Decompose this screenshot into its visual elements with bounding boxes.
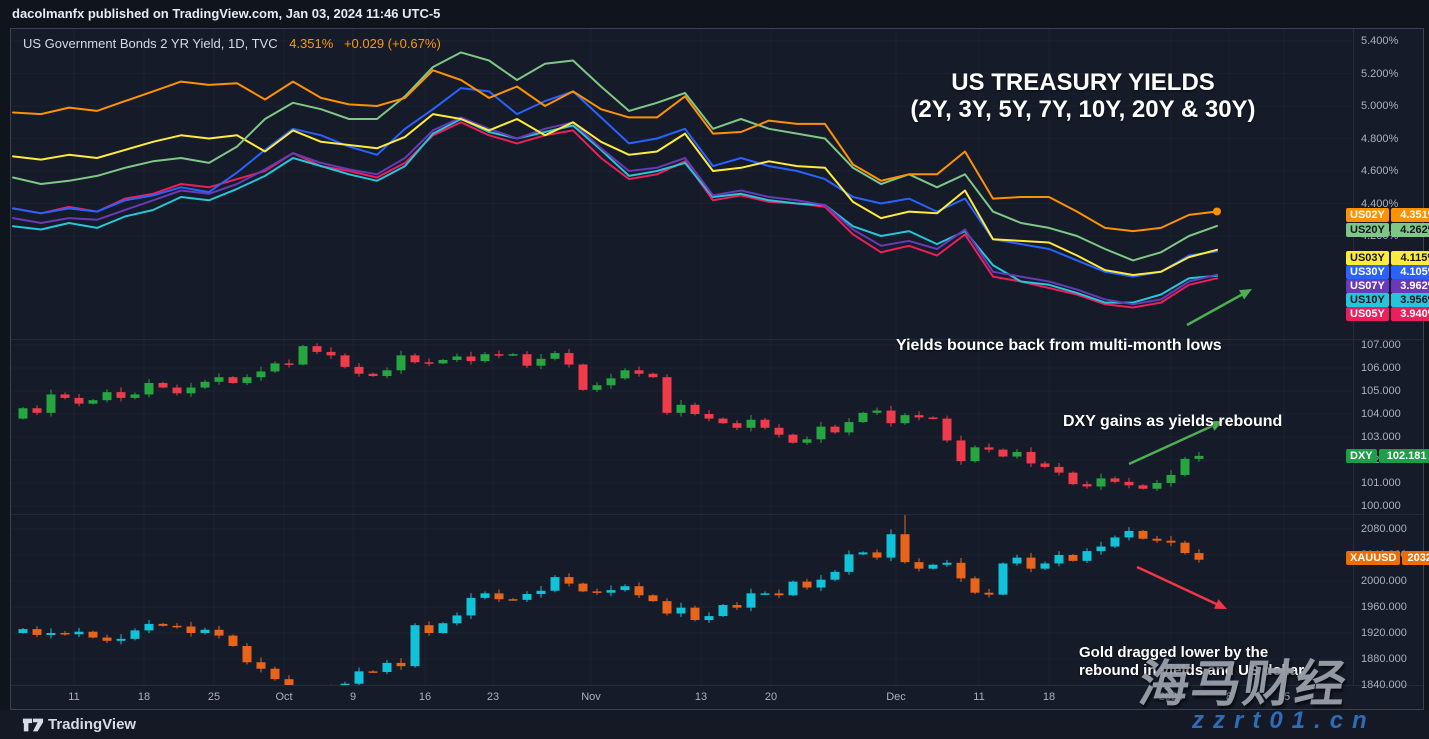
time-axis-separator[interactable]: [11, 685, 1423, 686]
time-tick: Dec: [886, 691, 906, 703]
time-tick: 8: [1225, 691, 1233, 703]
yields-title-line1: US TREASURY YIELDS: [951, 69, 1215, 96]
price-tick: 104.000: [1361, 408, 1401, 420]
price-tick: 1920.000: [1361, 627, 1407, 639]
price-tick: 106.000: [1361, 362, 1401, 374]
price-tag-dxy-value: 102.181: [1378, 449, 1429, 463]
yields-title-annotation: US TREASURY YIELDS (2Y, 3Y, 5Y, 7Y, 10Y,…: [891, 69, 1275, 123]
price-tag-us30y-value: 4.105%: [1390, 265, 1429, 279]
time-tick: 9: [349, 691, 357, 703]
price-tick: 4.800%: [1361, 132, 1399, 145]
price-tag-us10y-label: US10Y: [1346, 293, 1389, 307]
panel-separator[interactable]: [11, 339, 1423, 340]
price-tag-xauusd-label: XAUUSD: [1346, 551, 1401, 565]
time-tick: Oct: [275, 691, 293, 703]
price-tag-us30y-label: US30Y: [1346, 265, 1389, 279]
xauusd-candles-panel[interactable]: [11, 514, 1353, 685]
yields-note-annotation: Yields bounce back from multi-month lows: [896, 337, 1222, 354]
gold-note-annotation: Gold dragged lower by the rebound in yie…: [1079, 644, 1304, 680]
price-tick: 1880.000: [1361, 653, 1407, 665]
time-tick: 2024: [1158, 691, 1184, 703]
price-tag-us05y-value: 3.940%: [1390, 307, 1429, 321]
price-tick: 1960.000: [1361, 601, 1407, 613]
symbol-legend[interactable]: US Government Bonds 2 YR Yield, 1D, TVC …: [23, 36, 441, 51]
tradingview-logo-icon[interactable]: [22, 716, 44, 734]
price-tag-us20y-value: 4.262%: [1390, 223, 1429, 237]
tradingview-brand-text[interactable]: TradingView: [48, 716, 137, 733]
price-axis[interactable]: 5.400%5.200%5.000%4.800%4.600%4.400%4.20…: [1346, 29, 1429, 691]
time-tick: 20: [764, 691, 778, 703]
time-tick: 15: [1277, 691, 1291, 703]
price-tick: 2000.000: [1361, 575, 1407, 587]
price-tick: 4.400%: [1361, 197, 1399, 210]
price-tick: 4.600%: [1361, 165, 1399, 177]
footer-bar: TradingView: [0, 710, 1429, 739]
gold-note-line1: Gold dragged lower by the: [1079, 644, 1269, 661]
time-tick: 11: [973, 691, 985, 703]
time-tick: 11: [68, 691, 80, 703]
price-tag-us05y-label: US05Y: [1346, 307, 1389, 321]
price-tick: 105.000: [1361, 385, 1401, 397]
price-tag-us07y-value: 3.962%: [1390, 279, 1429, 293]
panel-separator[interactable]: [11, 514, 1423, 515]
price-tick: 5.000%: [1361, 100, 1399, 112]
price-tick: 5.200%: [1361, 67, 1399, 80]
price-tick: 107.000: [1361, 339, 1401, 351]
time-axis[interactable]: 11 18 25 Oct 9 16 23 Nov 13 20 Dec 11 18 2024 8 15: [11, 685, 1353, 711]
time-tick: Nov: [581, 691, 601, 703]
gold-note-line2: rebound in yields and US dollar: [1079, 662, 1305, 679]
time-tick: 23: [486, 691, 500, 703]
time-tick: 13: [694, 691, 708, 703]
price-tick: 5.400%: [1361, 35, 1399, 47]
dxy-candles-panel[interactable]: [11, 339, 1353, 514]
price-tag-us03y-value: 4.115%: [1390, 251, 1429, 265]
price-tag-dxy[interactable]: DXY 102.181: [1346, 449, 1429, 463]
dxy-note-annotation: DXY gains as yields rebound: [1063, 413, 1283, 430]
chart-area[interactable]: US Government Bonds 2 YR Yield, 1D, TVC …: [10, 28, 1429, 711]
time-tick: 16: [418, 691, 432, 703]
price-tag-us02y-value: 4.351%: [1390, 208, 1429, 222]
yields-line-panel[interactable]: [11, 29, 1353, 339]
attribution-text: dacolmanfx published on TradingView.com,…: [12, 6, 441, 21]
price-tag-us10y-value: 3.956%: [1390, 293, 1429, 307]
price-tag-us07y-label: US07Y: [1346, 279, 1389, 293]
yields-title-line2: (2Y, 3Y, 5Y, 7Y, 10Y, 20Y & 30Y): [910, 96, 1256, 123]
watermark-chinese: 海马财经: [1135, 656, 1352, 712]
price-tick: 1840.000: [1361, 679, 1407, 691]
price-tick: 2080.000: [1361, 523, 1407, 535]
legend-last-value: 4.351%: [289, 36, 334, 51]
price-tag-us03y-label: US03Y: [1346, 251, 1389, 265]
price-tag-xauusd-value: 2032.725: [1402, 551, 1429, 565]
price-tag-us20y-label: US20Y: [1346, 223, 1389, 237]
price-tick: 100.000: [1361, 500, 1401, 512]
attribution-bar: dacolmanfx published on TradingView.com,…: [0, 0, 1429, 28]
price-tick: 101.000: [1361, 477, 1401, 489]
watermark-url: zzrt01.cn: [1192, 707, 1376, 734]
time-tick: 18: [1042, 691, 1056, 703]
legend-change: +0.029 (+0.67%): [343, 36, 441, 51]
price-tag-us02y-label: US02Y: [1346, 208, 1389, 222]
price-tag-dxy-label: DXY: [1346, 449, 1377, 463]
legend-symbol-title[interactable]: US Government Bonds 2 YR Yield, 1D, TVC: [23, 36, 278, 51]
price-tick: 103.000: [1361, 431, 1401, 443]
time-tick: 25: [207, 691, 221, 703]
time-tick: 18: [137, 691, 151, 703]
